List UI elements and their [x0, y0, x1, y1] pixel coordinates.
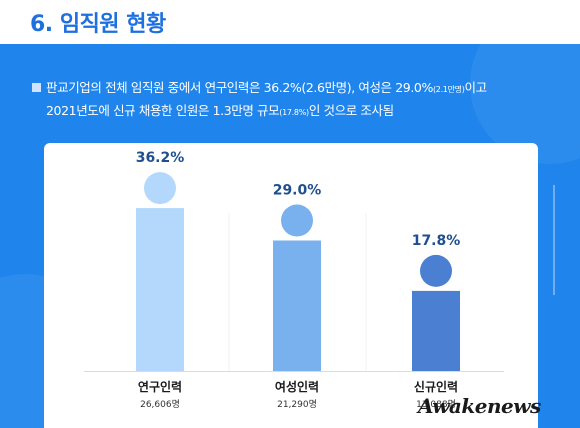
category-label: 연구인력 [138, 379, 182, 394]
watermark-logo: Awakenews [418, 394, 541, 418]
count-label: 21,290명 [277, 399, 317, 410]
category-label: 여성인력 [275, 379, 319, 394]
description-text: 판교기업의 전체 임직원 중에서 연구인력은 36.2%(2.6만명), 여성은… [46, 80, 433, 95]
chart-card: 36.2% 연구인력 26,606명 29.0% 여성인력 21,290명 17.8% 신규인… [44, 143, 538, 428]
description-line-1: 판교기업의 전체 임직원 중에서 연구인력은 36.2%(2.6만명), 여성은… [32, 77, 572, 100]
value-label: 17.8% [412, 233, 461, 249]
scrollbar[interactable] [553, 185, 555, 295]
value-label: 36.2% [136, 150, 185, 166]
bar-top-circle [420, 254, 452, 287]
description-line-2: 2021년도에 신규 채용한 인원은 1.3만명 규모(17.8%)인 것으로 … [32, 100, 572, 123]
count-label: 13,088명 [416, 399, 456, 410]
value-label: 29.0% [273, 183, 322, 199]
bar [136, 208, 184, 371]
header: 6. 임직원 현황 [0, 0, 580, 44]
description: 판교기업의 전체 임직원 중에서 연구인력은 36.2%(2.6만명), 여성은… [32, 77, 572, 123]
bar [412, 290, 460, 371]
bar-chart: 36.2% 연구인력 26,606명 29.0% 여성인력 21,290명 17.8% 신규인… [84, 150, 504, 410]
category-label: 신규인력 [414, 379, 458, 394]
bar [273, 240, 321, 371]
description-text: 2021년도에 신규 채용한 인원은 1.3만명 규모 [46, 103, 280, 118]
description-text: 이고 [464, 80, 488, 95]
bar-top-circle [281, 204, 313, 237]
description-small-text: (2.1만명) [432, 85, 465, 94]
page-title: 6. 임직원 현황 [30, 12, 166, 37]
description-text: 인 것으로 조사됨 [308, 103, 394, 118]
count-label: 26,606명 [140, 399, 180, 410]
info-panel: 판교기업의 전체 임직원 중에서 연구인력은 36.2%(2.6만명), 여성은… [0, 44, 580, 428]
description-small-text: (17.8%) [279, 108, 309, 117]
square-bullet-icon [32, 83, 41, 92]
bar-top-circle [144, 172, 176, 205]
